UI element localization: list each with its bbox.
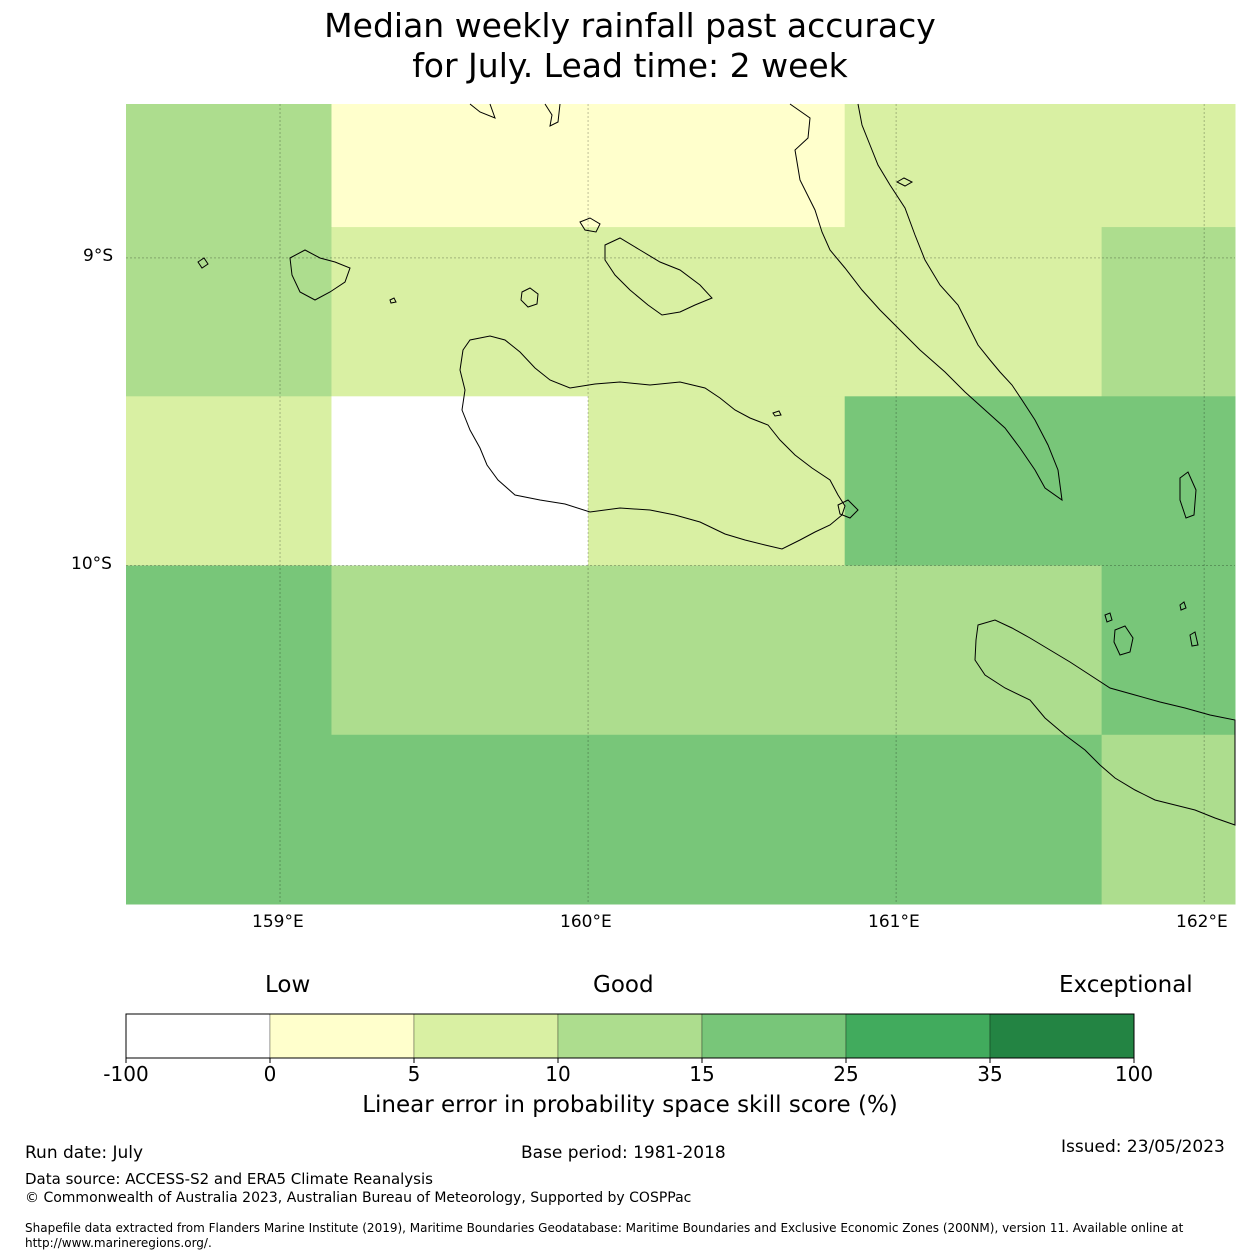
coastline-florida-islands (604, 237, 713, 316)
colorbar-swatch-4 (701, 1013, 847, 1059)
title-line-2: for July. Lead time: 2 week (412, 46, 848, 85)
colorbar-word-low: Low (265, 972, 311, 998)
colorbar-word-good: Good (593, 972, 654, 998)
colorbar-swatch-2 (413, 1013, 559, 1059)
colorbar-tick-label: -100 (103, 1062, 149, 1086)
colorbar-tick-label: 25 (833, 1062, 859, 1086)
skill-cell-1 (331, 104, 846, 228)
shapefile-credit-1: Shapefile data extracted from Flanders M… (25, 1221, 1184, 1235)
issued-date: Issued: 23/05/2023 (1061, 1137, 1225, 1157)
colorbar-tick-label: 35 (977, 1062, 1003, 1086)
lat-label-9s: 9°S (83, 246, 114, 266)
colorbar-swatch-5 (845, 1013, 991, 1059)
skill-cell-9 (844, 396, 1236, 567)
lat-label-10s: 10°S (71, 554, 112, 574)
lon-label-160e: 160°E (560, 912, 612, 932)
title-line-1: Median weekly rainfall past accuracy (324, 6, 936, 45)
colorbar-tick-label: 10 (545, 1062, 571, 1086)
skill-cell-8 (588, 396, 846, 567)
chart-title: Median weekly rainfall past accuracy for… (0, 6, 1260, 86)
coastline-small-islet-8 (1179, 601, 1187, 611)
coastline-north-islet-2 (544, 103, 561, 127)
run-date: Run date: July (25, 1143, 144, 1163)
colorbar-frame (125, 1013, 1135, 1059)
skill-cell-3 (126, 227, 332, 397)
coastline-small-islet-10 (772, 410, 782, 417)
skill-cell-13 (126, 734, 1103, 905)
coastline-small-islet-9 (1189, 631, 1199, 647)
skill-cell-11 (331, 565, 1103, 736)
skill-cell-2 (844, 104, 1236, 228)
lon-label-159e: 159°E (252, 912, 304, 932)
coastline-small-islet-2 (197, 257, 209, 269)
colorbar-tick-label: 15 (689, 1062, 715, 1086)
skill-cell-14 (1101, 734, 1236, 905)
coastline-malaita (789, 103, 1063, 502)
coastline-small-islet-7 (1104, 612, 1113, 623)
lon-label-162e: 162°E (1176, 912, 1228, 932)
lon-label-161e: 161°E (868, 912, 920, 932)
coastline-russell-islands (289, 249, 351, 301)
coastline-small-islet-11 (389, 297, 397, 304)
colorbar-word-exceptional: Exceptional (1059, 972, 1193, 998)
coastline-savo (520, 287, 539, 308)
coastline-makira (974, 619, 1236, 826)
coastline-small-islet-3 (895, 177, 914, 187)
colorbar-swatch-6 (989, 1013, 1135, 1059)
skill-cell-0 (126, 104, 332, 228)
skill-cell-5 (1101, 227, 1236, 397)
coastline-small-islet-4 (837, 499, 859, 519)
coastline-small-islet-5 (1179, 471, 1197, 519)
colorbar-tick-label: 5 (407, 1062, 421, 1086)
colorbar-swatch-3 (557, 1013, 703, 1059)
skill-cell-12 (1101, 565, 1236, 736)
data-source: Data source: ACCESS-S2 and ERA5 Climate … (25, 1170, 433, 1188)
skill-cell-10 (126, 565, 332, 736)
shapefile-credit-2: http://www.marineregions.org/. (25, 1236, 212, 1250)
coastline-small-islet-1 (579, 217, 601, 233)
colorbar-tick-label: 0 (263, 1062, 277, 1086)
colorbar-swatch-0 (125, 1013, 271, 1059)
copyright: © Commonwealth of Australia 2023, Austra… (25, 1190, 692, 1206)
colorbar-label: Linear error in probability space skill … (362, 1092, 898, 1118)
colorbar-tick-label: 100 (1114, 1062, 1154, 1086)
coastline-small-islet-6 (1113, 625, 1134, 656)
skill-cell-6 (126, 396, 332, 567)
skill-cell-7 (331, 396, 589, 567)
coastline-north-islet (469, 103, 496, 119)
colorbar-swatch-1 (269, 1013, 415, 1059)
base-period: Base period: 1981-2018 (521, 1143, 726, 1163)
